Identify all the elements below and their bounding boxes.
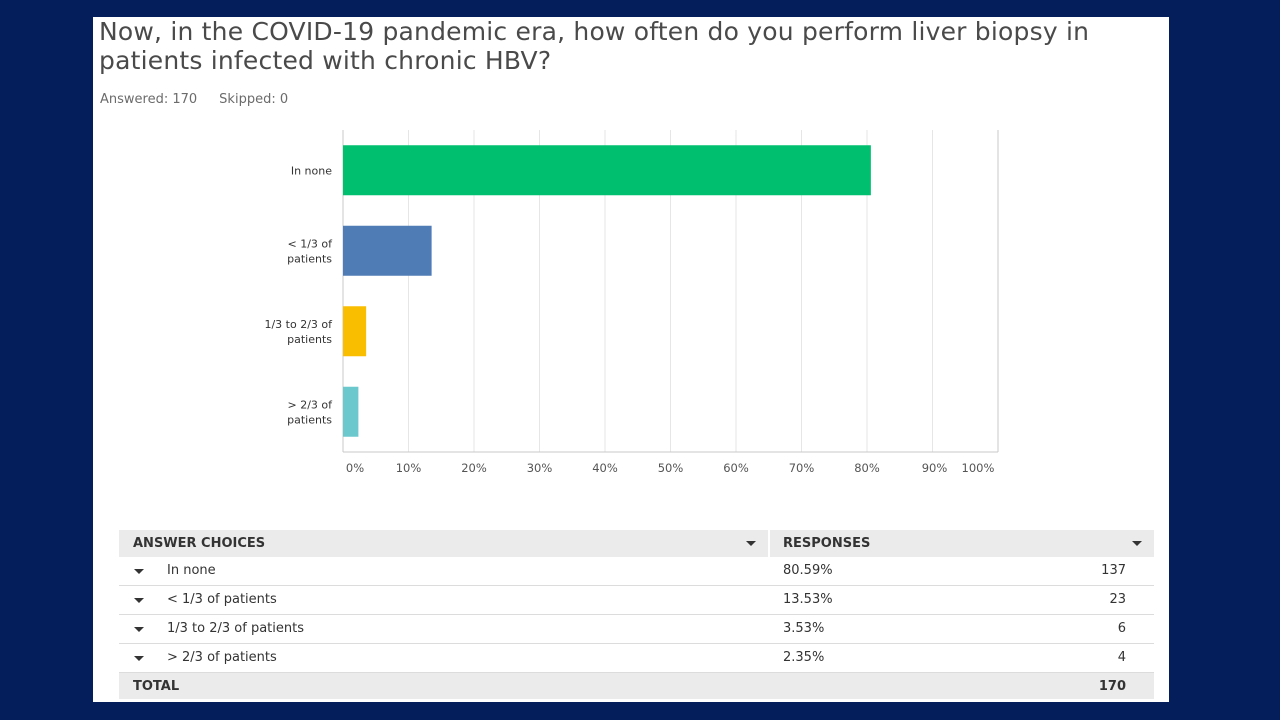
- sort-caret-icon[interactable]: [746, 541, 756, 546]
- response-count: 137: [1101, 563, 1126, 578]
- bar[interactable]: [343, 225, 432, 276]
- category-label-line: < 1/3 of: [287, 237, 333, 250]
- x-tick-label: 100%: [962, 461, 995, 475]
- category-label-line: patients: [287, 333, 332, 346]
- response-stats: Answered: 170 Skipped: 0: [100, 92, 288, 107]
- category-label-line: > 2/3 of: [287, 398, 333, 411]
- responses-table: ANSWER CHOICES RESPONSES In none 80.59% 13…: [119, 530, 1154, 699]
- x-tick-label: 70%: [789, 461, 815, 475]
- category-label-line: patients: [287, 252, 332, 265]
- survey-panel: Now, in the COVID-19 pandemic era, how o…: [93, 17, 1169, 702]
- answer-choices-header[interactable]: ANSWER CHOICES: [133, 536, 266, 551]
- x-tick-label: 10%: [396, 461, 422, 475]
- table-total-row: TOTAL 170: [119, 673, 1154, 699]
- category-label: In none: [291, 164, 332, 177]
- answered-count: Answered: 170: [100, 92, 198, 107]
- category-label-line: patients: [287, 413, 332, 426]
- x-tick-label: 0%: [346, 461, 364, 475]
- question-title: Now, in the COVID-19 pandemic era, how o…: [99, 17, 1090, 75]
- response-percent: 80.59%: [783, 563, 833, 578]
- category-label: < 1/3 of patients: [287, 237, 333, 265]
- bar-chart: 0% 10% 20% 30% 40% 50% 60% 70% 80% 90% 100% In none…: [264, 130, 999, 475]
- category-label: 1/3 to 2/3 of patients: [264, 318, 333, 346]
- response-percent: 3.53%: [783, 621, 825, 636]
- expand-caret-icon[interactable]: [134, 656, 144, 661]
- response-percent: 13.53%: [783, 592, 833, 607]
- table-row: < 1/3 of patients 13.53% 23: [119, 586, 1154, 615]
- responses-header[interactable]: RESPONSES: [783, 536, 871, 551]
- skipped-count: Skipped: 0: [219, 92, 289, 107]
- answer-choice-label: < 1/3 of patients: [167, 592, 277, 607]
- category-label-line: In none: [291, 164, 332, 177]
- bar[interactable]: [343, 306, 367, 357]
- bar[interactable]: [343, 145, 871, 196]
- table-row: 1/3 to 2/3 of patients 3.53% 6: [119, 615, 1154, 644]
- sort-caret-icon[interactable]: [1132, 541, 1142, 546]
- category-label-line: 1/3 to 2/3 of: [264, 318, 333, 331]
- x-tick-label: 50%: [658, 461, 684, 475]
- response-count: 23: [1109, 592, 1126, 607]
- x-tick-label: 90%: [922, 461, 948, 475]
- x-tick-label: 20%: [461, 461, 487, 475]
- bar[interactable]: [343, 386, 359, 437]
- expand-caret-icon[interactable]: [134, 598, 144, 603]
- answer-choice-label: > 2/3 of patients: [167, 650, 277, 665]
- table-header: ANSWER CHOICES RESPONSES: [119, 530, 1154, 557]
- total-label: TOTAL: [133, 679, 180, 694]
- x-tick-label: 40%: [592, 461, 618, 475]
- table-row: In none 80.59% 137: [119, 557, 1154, 586]
- response-count: 6: [1117, 621, 1126, 636]
- table-row: > 2/3 of patients 2.35% 4: [119, 644, 1154, 673]
- answer-choice-label: 1/3 to 2/3 of patients: [167, 621, 304, 636]
- category-label: > 2/3 of patients: [287, 398, 333, 426]
- table-body: In none 80.59% 137 < 1/3 of patients 13.53% 2…: [119, 557, 1154, 673]
- response-percent: 2.35%: [783, 650, 825, 665]
- answer-choice-label: In none: [167, 563, 216, 578]
- expand-caret-icon[interactable]: [134, 569, 144, 574]
- x-tick-label: 80%: [854, 461, 880, 475]
- response-count: 4: [1117, 650, 1126, 665]
- x-tick-label: 60%: [723, 461, 749, 475]
- expand-caret-icon[interactable]: [134, 627, 144, 632]
- total-count: 170: [1098, 679, 1126, 694]
- x-tick-label: 30%: [527, 461, 553, 475]
